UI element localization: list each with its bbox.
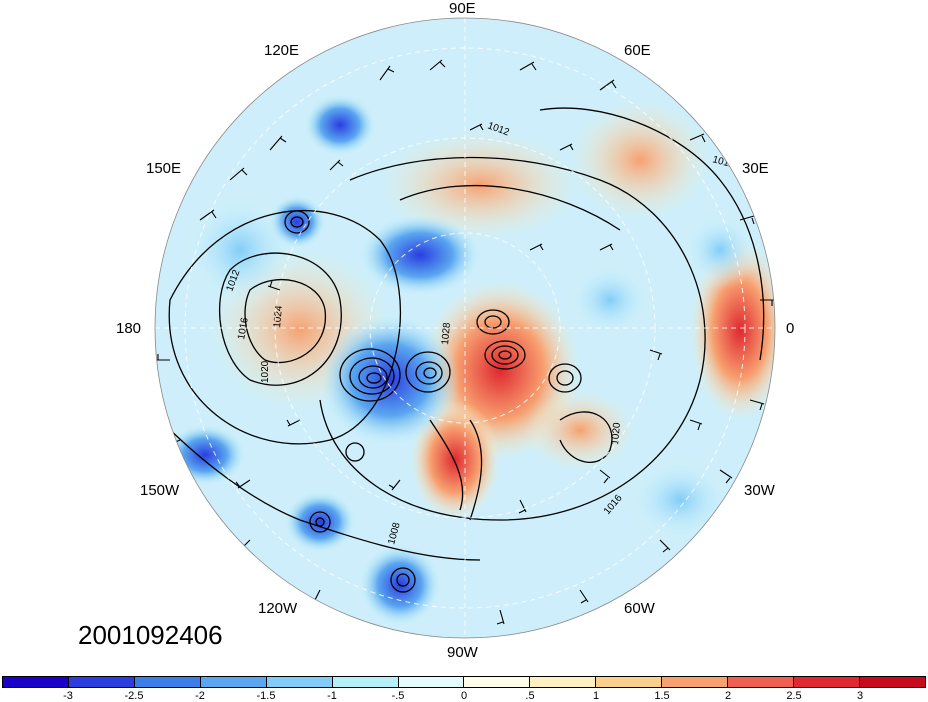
colorbar-swatch bbox=[68, 677, 135, 687]
colorbar-swatch bbox=[859, 677, 925, 687]
date-time-stamp: 2001092406 bbox=[78, 620, 223, 650]
colorbar-tick-label: 1.5 bbox=[654, 690, 670, 702]
colorbar-tick-label: -3 bbox=[63, 690, 73, 702]
colorbar-swatch bbox=[200, 677, 267, 687]
lon-label-60e: 60E bbox=[624, 42, 651, 59]
anomaly-shading bbox=[155, 18, 775, 638]
colorbar-tick-label: -1.5 bbox=[256, 690, 276, 702]
colorbar-tick-label: -1 bbox=[327, 690, 337, 702]
colorbar-swatch bbox=[662, 677, 729, 687]
colorbar-tick-label: -2 bbox=[195, 690, 205, 702]
colorbar-tick-label: 1 bbox=[592, 690, 600, 702]
lon-label-60w: 60W bbox=[624, 600, 655, 617]
lon-label-30e: 30E bbox=[742, 160, 769, 177]
contour-label: 1020 bbox=[260, 360, 271, 383]
colorbar-tick-label: 3 bbox=[856, 690, 864, 702]
lon-label-180: 180 bbox=[116, 320, 142, 337]
lon-label-30w: 30W bbox=[744, 482, 775, 499]
graticule bbox=[155, 18, 775, 638]
colorbar bbox=[2, 676, 926, 688]
lon-label-120e: 120E bbox=[264, 42, 300, 59]
colorbar-tick-label: 0 bbox=[460, 690, 468, 702]
colorbar-tick-label: 2 bbox=[724, 690, 732, 702]
lon-label-150e: 150E bbox=[146, 160, 182, 177]
lon-label-120w: 120W bbox=[258, 600, 298, 617]
contour-label: 1024 bbox=[272, 305, 285, 329]
isobar-contours bbox=[159, 107, 765, 593]
colorbar-swatch bbox=[332, 677, 399, 687]
colorbar-swatch bbox=[794, 677, 860, 687]
contour-label: 1028 bbox=[440, 322, 453, 346]
colorbar-tick-label: 2.5 bbox=[786, 690, 802, 702]
colorbar-swatch bbox=[596, 677, 663, 687]
colorbar-swatch bbox=[464, 677, 531, 687]
colorbar-swatch bbox=[266, 677, 333, 687]
lon-label-90w: 90W bbox=[447, 644, 478, 661]
colorbar-swatch bbox=[728, 677, 795, 687]
colorbar-swatch bbox=[134, 677, 201, 687]
polar-map: 1012 1016 1020 1024 1028 1008 1012 1012 … bbox=[154, 17, 776, 639]
colorbar-swatch bbox=[530, 677, 597, 687]
colorbar-tick-label: .5 bbox=[525, 690, 535, 702]
colorbar-tick-label: -.5 bbox=[391, 690, 405, 702]
colorbar-tick-label: -2.5 bbox=[124, 690, 144, 702]
contour-label: 1020 bbox=[610, 422, 623, 446]
colorbar-swatch bbox=[3, 677, 69, 687]
contour-label: 1016 bbox=[236, 316, 251, 340]
lon-label-90e: 90E bbox=[449, 0, 476, 17]
map-boundary bbox=[154, 17, 776, 639]
lon-label-150w: 150W bbox=[140, 482, 180, 499]
colorbar-swatch bbox=[398, 677, 465, 687]
lon-label-0: 0 bbox=[786, 320, 795, 337]
